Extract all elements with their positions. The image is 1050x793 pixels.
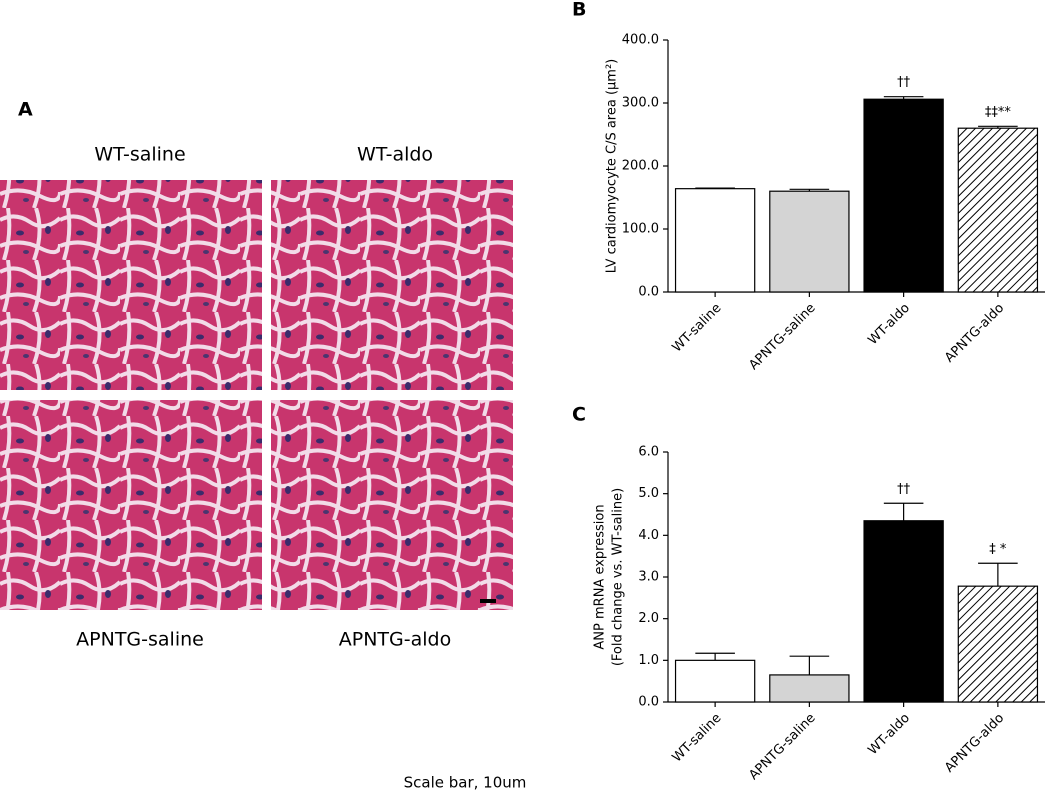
significance-mark: †† <box>897 482 911 497</box>
y-axis-label: LV cardiomyocyte C/S area (μm²) <box>605 59 620 274</box>
y-tick-label: 2.0 <box>638 611 659 626</box>
x-tick-label: APNTG-aldo <box>942 711 1007 776</box>
y-axis-label: ANP mRNA expression <box>593 504 608 649</box>
y-tick-label: 4.0 <box>638 528 659 543</box>
x-tick-label: APNTG-saline <box>746 711 818 783</box>
micrograph <box>271 400 513 610</box>
scale-bar <box>480 599 496 603</box>
panel-label: B <box>572 0 586 21</box>
scale-note: Scale bar, 10um <box>404 774 527 792</box>
x-tick-label: APNTG-saline <box>746 301 818 373</box>
y-tick-label: 3.0 <box>638 570 659 585</box>
bar <box>769 190 850 293</box>
y-tick-label: 100.0 <box>622 222 659 237</box>
micrograph <box>0 180 262 390</box>
bar <box>863 98 944 293</box>
panel-label: C <box>572 404 586 426</box>
bar <box>863 520 944 703</box>
bar <box>674 188 756 293</box>
x-tick-label: WT-saline <box>670 711 725 766</box>
y-tick-label: 1.0 <box>638 653 659 668</box>
y-tick-label: 400.0 <box>622 33 659 48</box>
y-tick-label: 6.0 <box>638 445 659 460</box>
micrograph <box>0 400 262 610</box>
y-tick-label: 0.0 <box>638 285 659 300</box>
bar <box>674 659 756 703</box>
image-title: WT-saline <box>94 144 185 166</box>
x-tick-label: WT-saline <box>670 301 725 356</box>
y-tick-label: 200.0 <box>622 159 659 174</box>
bar <box>957 127 1039 293</box>
y-axis-label: (Fold change vs. WT-saline) <box>611 488 626 666</box>
image-title: APNTG-saline <box>76 629 204 651</box>
x-tick-label: APNTG-aldo <box>942 301 1007 366</box>
y-tick-label: 300.0 <box>622 96 659 111</box>
panel-label: A <box>18 99 33 121</box>
image-title: APNTG-aldo <box>339 629 451 651</box>
significance-mark: ‡‡** <box>985 105 1012 120</box>
significance-mark: ‡ * <box>989 542 1007 557</box>
y-tick-label: 0.0 <box>638 695 659 710</box>
y-tick-label: 5.0 <box>638 486 659 501</box>
x-tick-label: WT-aldo <box>865 711 912 758</box>
x-tick-label: WT-aldo <box>865 301 912 348</box>
image-title: WT-aldo <box>357 144 433 166</box>
bar <box>769 674 850 703</box>
panel-a: A WT-saline WT-aldo APNTG-saline APNTG-a… <box>0 99 526 792</box>
significance-mark: †† <box>897 75 911 90</box>
bar <box>957 585 1039 703</box>
micrograph <box>271 180 513 390</box>
